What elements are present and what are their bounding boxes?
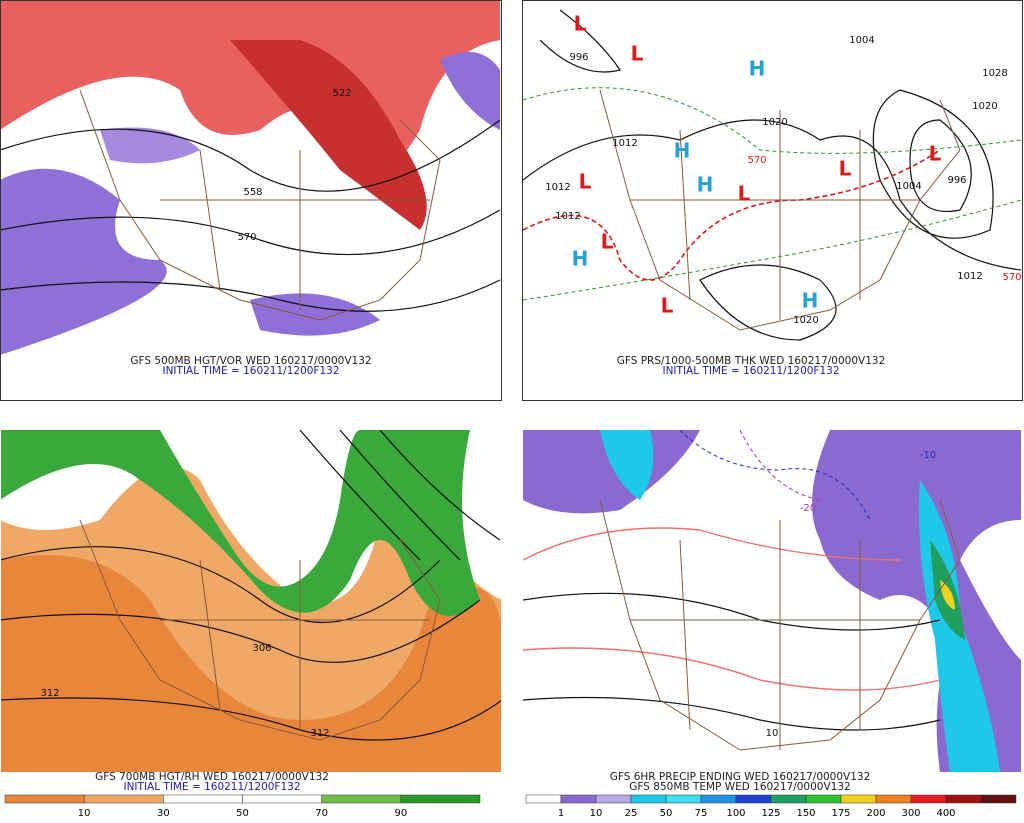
contour-label: 1020 xyxy=(972,101,997,112)
colorbar-label: 25 xyxy=(625,808,638,819)
colorbar-label: 125 xyxy=(761,808,780,819)
colorbar-swatch xyxy=(770,794,807,804)
colorbar-label: 30 xyxy=(157,808,170,819)
pressure-center: L xyxy=(601,230,614,254)
contour-label: 312 xyxy=(40,688,59,699)
colorbar-swatch xyxy=(910,794,947,804)
contour-label: 1012 xyxy=(555,211,580,222)
colorbar-swatch xyxy=(875,794,912,804)
colorbar-label: 1 xyxy=(558,808,564,819)
colorbar-label: 100 xyxy=(726,808,745,819)
colorbar-swatch xyxy=(242,794,322,804)
colorbar-swatch xyxy=(945,794,982,804)
pressure-center: H xyxy=(674,139,691,163)
map-500mb xyxy=(1,1,501,355)
contour-label: 1004 xyxy=(849,35,874,46)
colorbar-swatch xyxy=(665,794,702,804)
colorbar-swatch xyxy=(525,794,562,804)
pressure-center: L xyxy=(929,142,942,166)
contour-label: -20 xyxy=(800,503,816,514)
contour-label: 312 xyxy=(310,728,329,739)
contour-label: 1004 xyxy=(896,181,921,192)
colorbar-swatch xyxy=(805,794,842,804)
pressure-center: H xyxy=(572,247,589,271)
colorbar-swatch xyxy=(560,794,597,804)
contour-label: 10 xyxy=(766,728,779,739)
panel-subcaption: INITIAL TIME = 160211/1200F132 xyxy=(662,365,839,377)
colorbar-label: 70 xyxy=(315,808,328,819)
map-precip xyxy=(523,430,1021,772)
colorbar-swatch xyxy=(840,794,877,804)
pressure-center: L xyxy=(738,182,751,206)
colorbar-label: 50 xyxy=(236,808,249,819)
contour-label: 558 xyxy=(243,187,262,198)
contour-label: -10 xyxy=(920,450,936,461)
pressure-center: L xyxy=(579,170,592,194)
pressure-center: H xyxy=(749,57,766,81)
map-surface xyxy=(523,9,1021,341)
contour-label: 1020 xyxy=(793,315,818,326)
pressure-center: H xyxy=(697,173,714,197)
panel-caption: GFS 500MB HGT/VOR WED 160217/0000V132 xyxy=(130,355,371,367)
pressure-center: L xyxy=(661,294,674,318)
colorbar-swatch xyxy=(321,794,402,804)
panel-subcaption: INITIAL TIME = 160211/1200F132 xyxy=(123,781,300,793)
contour-label: 570 xyxy=(237,232,256,243)
colorbar-swatch xyxy=(163,794,243,804)
contour-label: 522 xyxy=(332,88,351,99)
colorbar-swatch xyxy=(400,794,481,804)
colorbar-swatch xyxy=(980,794,1017,804)
contour-label: 570 xyxy=(1002,272,1021,283)
contour-label: 1012 xyxy=(545,182,570,193)
panel-caption: GFS PRS/1000-500MB THK WED 160217/0000V1… xyxy=(617,355,886,367)
pressure-center: L xyxy=(839,157,852,181)
pressure-center: L xyxy=(574,12,587,36)
panel-caption: GFS 6HR PRECIP ENDING WED 160217/0000V13… xyxy=(610,771,871,783)
panel-subcaption: INITIAL TIME = 160211/1200F132 xyxy=(162,365,339,377)
contour-label: 996 xyxy=(947,175,966,186)
colorbar-label: 150 xyxy=(796,808,815,819)
contour-label: 1012 xyxy=(957,271,982,282)
colorbar-swatch xyxy=(700,794,737,804)
colorbar-label: 400 xyxy=(936,808,955,819)
colorbar-label: 90 xyxy=(394,808,407,819)
map-700mb xyxy=(1,430,501,772)
pressure-center: H xyxy=(802,289,819,313)
colorbar-label: 50 xyxy=(660,808,673,819)
colorbar-swatch xyxy=(630,794,667,804)
panel-caption: GFS 700MB HGT/RH WED 160217/0000V132 xyxy=(95,771,329,783)
contour-label: 1020 xyxy=(762,117,787,128)
colorbar-swatch xyxy=(4,794,85,804)
contour-label: 306 xyxy=(252,643,271,654)
colorbar-label: 300 xyxy=(901,808,920,819)
pressure-center: L xyxy=(631,42,644,66)
contour-label: 996 xyxy=(569,52,588,63)
contour-label: 1028 xyxy=(982,68,1007,79)
contour-label: 1012 xyxy=(612,138,637,149)
colorbar-label: 10 xyxy=(78,808,91,819)
colorbar-label: 200 xyxy=(866,808,885,819)
colorbar-swatch xyxy=(595,794,632,804)
colorbar-swatch xyxy=(83,794,164,804)
colorbar-label: 75 xyxy=(695,808,708,819)
colorbar-label: 175 xyxy=(831,808,850,819)
panel-subcaption: GFS 850MB TEMP WED 160217/0000V132 xyxy=(629,781,850,793)
colorbar-swatch xyxy=(735,794,772,804)
contour-label: 570 xyxy=(747,155,766,166)
colorbar-label: 10 xyxy=(590,808,603,819)
